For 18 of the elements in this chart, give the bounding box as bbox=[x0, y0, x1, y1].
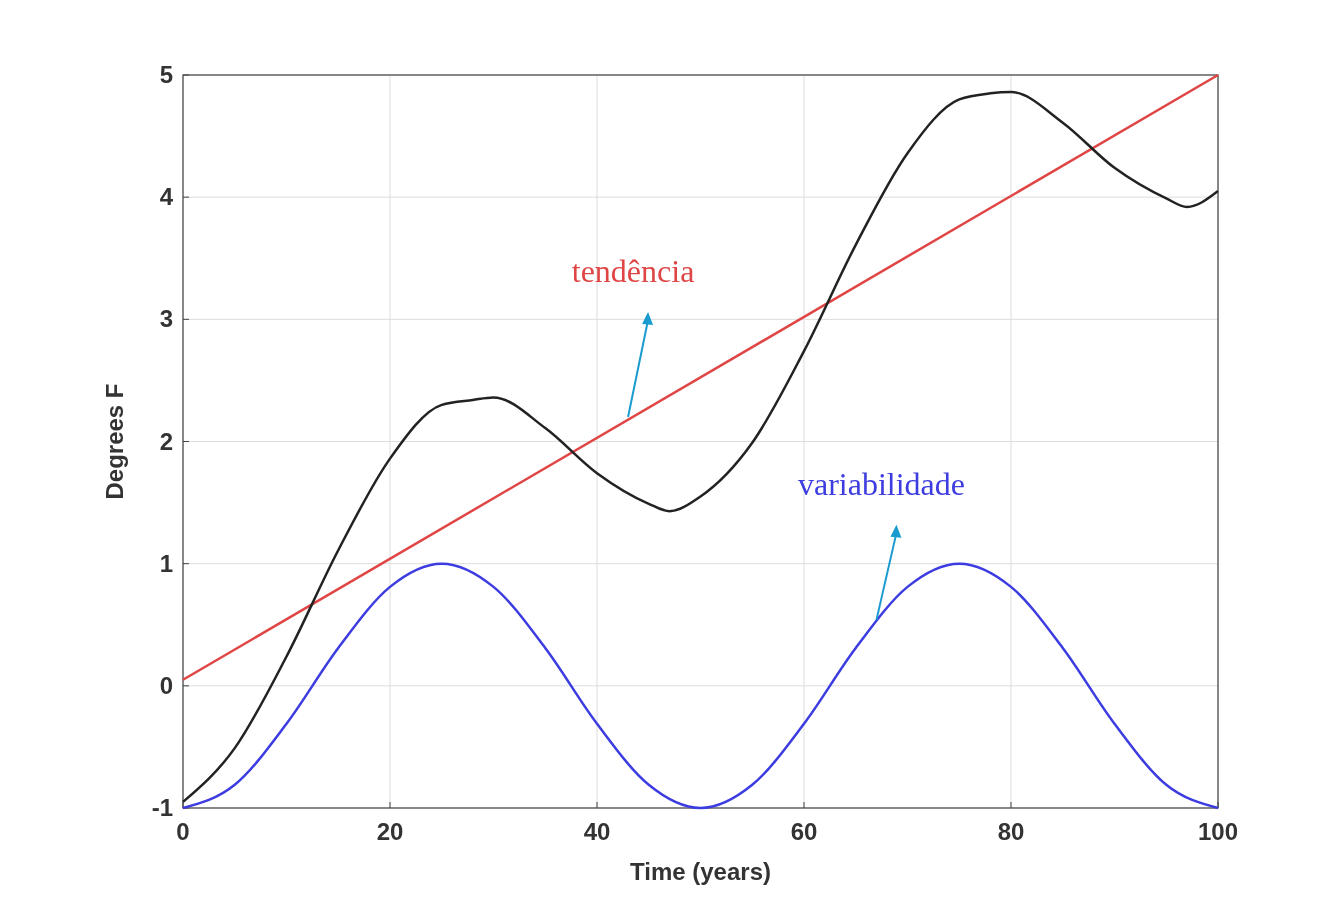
y-tick-label: 3 bbox=[159, 305, 173, 333]
line-series bbox=[181, 90, 1220, 804]
y-tick-label: 2 bbox=[159, 427, 173, 455]
x-axis-title: Time (years) bbox=[630, 858, 771, 885]
x-tick-label: 100 bbox=[1197, 818, 1239, 845]
x-tick-label: 20 bbox=[376, 818, 404, 845]
y-tick-label: -1 bbox=[151, 794, 173, 821]
y-tick-label: 5 bbox=[159, 61, 173, 88]
x-tick-label: 60 bbox=[790, 818, 818, 845]
annotation: variabilidade bbox=[797, 465, 965, 502]
x-tick-label: 40 bbox=[583, 818, 611, 845]
x-tick-label: 80 bbox=[997, 818, 1025, 845]
y-tick-label: 0 bbox=[159, 671, 173, 699]
y-tick-label: 1 bbox=[159, 549, 173, 577]
annotation: tendência bbox=[571, 253, 695, 290]
x-tick-label: 0 bbox=[176, 818, 190, 845]
y-tick-label: 4 bbox=[159, 183, 174, 211]
y-axis-title: Degrees F bbox=[101, 383, 128, 500]
